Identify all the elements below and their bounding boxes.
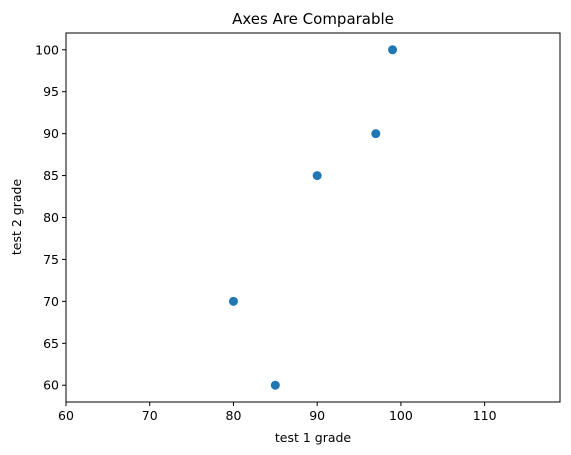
x-tick-label: 60 (58, 408, 74, 423)
scatter-point (371, 129, 381, 139)
y-tick-label: 60 (43, 378, 59, 393)
x-tick-label: 100 (389, 408, 413, 423)
scatter-point (270, 380, 280, 390)
x-tick-label: 90 (309, 408, 325, 423)
y-tick-label: 100 (35, 42, 59, 57)
scatter-point (388, 45, 398, 55)
y-tick-label: 65 (43, 336, 59, 351)
y-tick-label: 85 (43, 168, 59, 183)
plot-area: 60 70 80 90 100 110 60 65 70 75 80 85 90 95 100 (35, 32, 561, 423)
y-tick-label: 75 (43, 252, 59, 267)
y-tick-label: 90 (43, 126, 59, 141)
x-axis-label: test 1 grade (275, 430, 352, 445)
y-axis-label: test 2 grade (9, 179, 24, 256)
scatter-point (228, 296, 238, 306)
y-tick-label: 80 (43, 210, 59, 225)
scatter-point (312, 171, 322, 181)
x-tick-label: 110 (473, 408, 497, 423)
x-tick-label: 70 (142, 408, 158, 423)
x-tick-label: 80 (226, 408, 242, 423)
y-tick-label: 95 (43, 84, 59, 99)
chart-title: Axes Are Comparable (232, 10, 394, 28)
plot-frame (65, 32, 561, 403)
y-tick-label: 70 (43, 294, 59, 309)
